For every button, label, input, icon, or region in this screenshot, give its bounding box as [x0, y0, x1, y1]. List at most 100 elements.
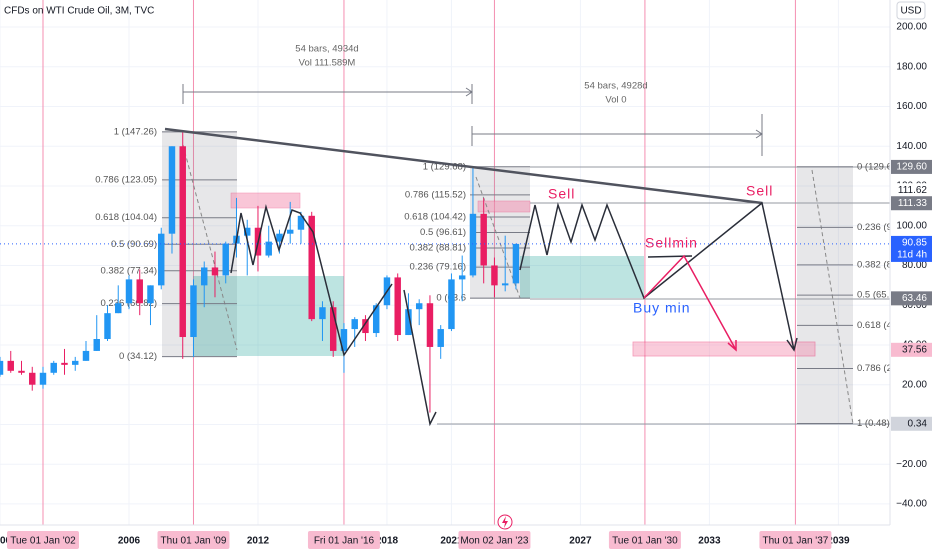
date-badge [6, 531, 79, 549]
y-tick-label: 80.00 [902, 260, 927, 271]
fib-level-label: 0.618 (49. [857, 320, 900, 331]
candle-body [0, 360, 4, 375]
fib-box [470, 167, 530, 299]
candle-body [7, 360, 14, 371]
price-badge-label: 0.34 [908, 418, 928, 429]
price-axis-panel [890, 0, 932, 550]
candle-body [512, 243, 520, 284]
last-price-label: 90.85 [902, 238, 927, 249]
fib-level-label: 0.382 (80. [857, 259, 900, 270]
candle-body [50, 362, 57, 373]
date-badge [157, 531, 230, 549]
candle-body [405, 309, 412, 336]
date-badge-label: Thu 01 Jan '37 [762, 536, 828, 547]
fib-level-label: 1 (147.26) [114, 126, 157, 137]
axes: 200.00180.00160.00140.00120.00100.0080.0… [0, 22, 932, 549]
fib-level-label: 1 (129.68) [423, 161, 466, 172]
annotation: Sellmin [645, 235, 698, 251]
y-tick-label: 60.00 [902, 300, 927, 311]
candle-body [340, 329, 348, 351]
measure-bars: 54 bars, 4934d [295, 44, 358, 55]
x-tick-label: 2018 [376, 536, 399, 547]
price-badge [891, 159, 932, 174]
zone-box [230, 192, 301, 209]
price-badge [891, 416, 932, 431]
candle-body [276, 233, 283, 242]
fib-level-label: 0.382 (77.34) [100, 265, 157, 276]
candle-body [211, 267, 219, 276]
candle-body [286, 229, 294, 234]
currency-button[interactable] [896, 1, 926, 20]
candle-body [308, 215, 315, 320]
price-badge [891, 196, 932, 211]
candle-body [93, 339, 100, 351]
countdown-label: 11d 4h [897, 250, 927, 261]
candle-body [362, 319, 369, 334]
date-badge [759, 531, 832, 549]
zone-box [632, 341, 816, 357]
candle-body [426, 303, 434, 347]
candle-body [351, 319, 358, 330]
candle-body [39, 372, 47, 385]
annotation: Sell [548, 186, 575, 202]
candle-body [147, 285, 154, 304]
candles [0, 132, 520, 413]
range-box [520, 256, 644, 298]
y-tick-label: 160.00 [896, 101, 927, 112]
candle-body [319, 307, 326, 320]
candle-body [190, 285, 197, 338]
date-badge [458, 531, 531, 549]
candle-body [480, 213, 487, 266]
fib-level-label: 0.786 (123.05) [95, 174, 157, 185]
candle-body [448, 279, 455, 330]
candle-body [201, 267, 208, 286]
fib-level-label: 0.618 (104.04) [95, 212, 157, 223]
candle-body [501, 283, 509, 286]
x-tick-label: 2039 [827, 536, 850, 547]
candle-body [265, 241, 272, 256]
candle-body [179, 146, 186, 338]
price-badge [891, 291, 932, 306]
y-tick-label: 20.00 [902, 379, 927, 390]
candle-body [61, 362, 68, 365]
measure-vol: Vol 0 [605, 95, 626, 106]
candle-body [115, 303, 122, 314]
candle-body [297, 215, 305, 230]
fib-level-label: 0 (129.68) [857, 161, 900, 172]
fib-level-label: 0 (34.12) [119, 351, 157, 362]
price-badge-label: 111.33 [898, 198, 928, 209]
fib-level-label: 0.382 (88.81) [409, 242, 466, 253]
candle-body [104, 313, 111, 340]
date-badge-label: Thu 01 Jan '09 [161, 536, 227, 547]
y-tick-label: 140.00 [896, 141, 927, 152]
candle-body [136, 279, 143, 304]
fib-level-label: 0.236 (79.16) [409, 262, 466, 273]
y-tick-label: 100.00 [896, 220, 927, 231]
candle-body [394, 277, 401, 336]
y-tick-label: 200.00 [896, 22, 927, 33]
price-badge [891, 342, 932, 357]
event-icon-bolt [502, 516, 508, 528]
candle-body [72, 360, 79, 365]
fib-level-label: 0.5 (65.08) [857, 290, 903, 301]
y-tick-label: −20.00 [896, 459, 927, 470]
date-badge-label: Fri 01 Jan '16 [314, 536, 375, 547]
x-tick-label: 2000 [0, 536, 12, 547]
candle-body [329, 307, 337, 351]
candle-body [469, 213, 477, 276]
candle-body [82, 350, 90, 361]
x-tick-label: 2027 [569, 536, 592, 547]
y-tick-label: 180.00 [896, 61, 927, 72]
candle-body [222, 243, 229, 276]
candle-body [125, 279, 133, 304]
measure-vol: Vol 111.589M [299, 58, 356, 69]
x-tick-label: 2021 [440, 536, 463, 547]
fib-level-label: 0.5 (96.61) [420, 227, 466, 238]
fib-level-label: 0.5 (90.69) [111, 239, 157, 250]
currency[interactable]: USD [900, 6, 921, 17]
candle-body [243, 227, 251, 236]
sell-min-arrow [643, 254, 737, 352]
price-badge-label: 63.46 [902, 293, 927, 304]
zone-box [477, 200, 531, 213]
